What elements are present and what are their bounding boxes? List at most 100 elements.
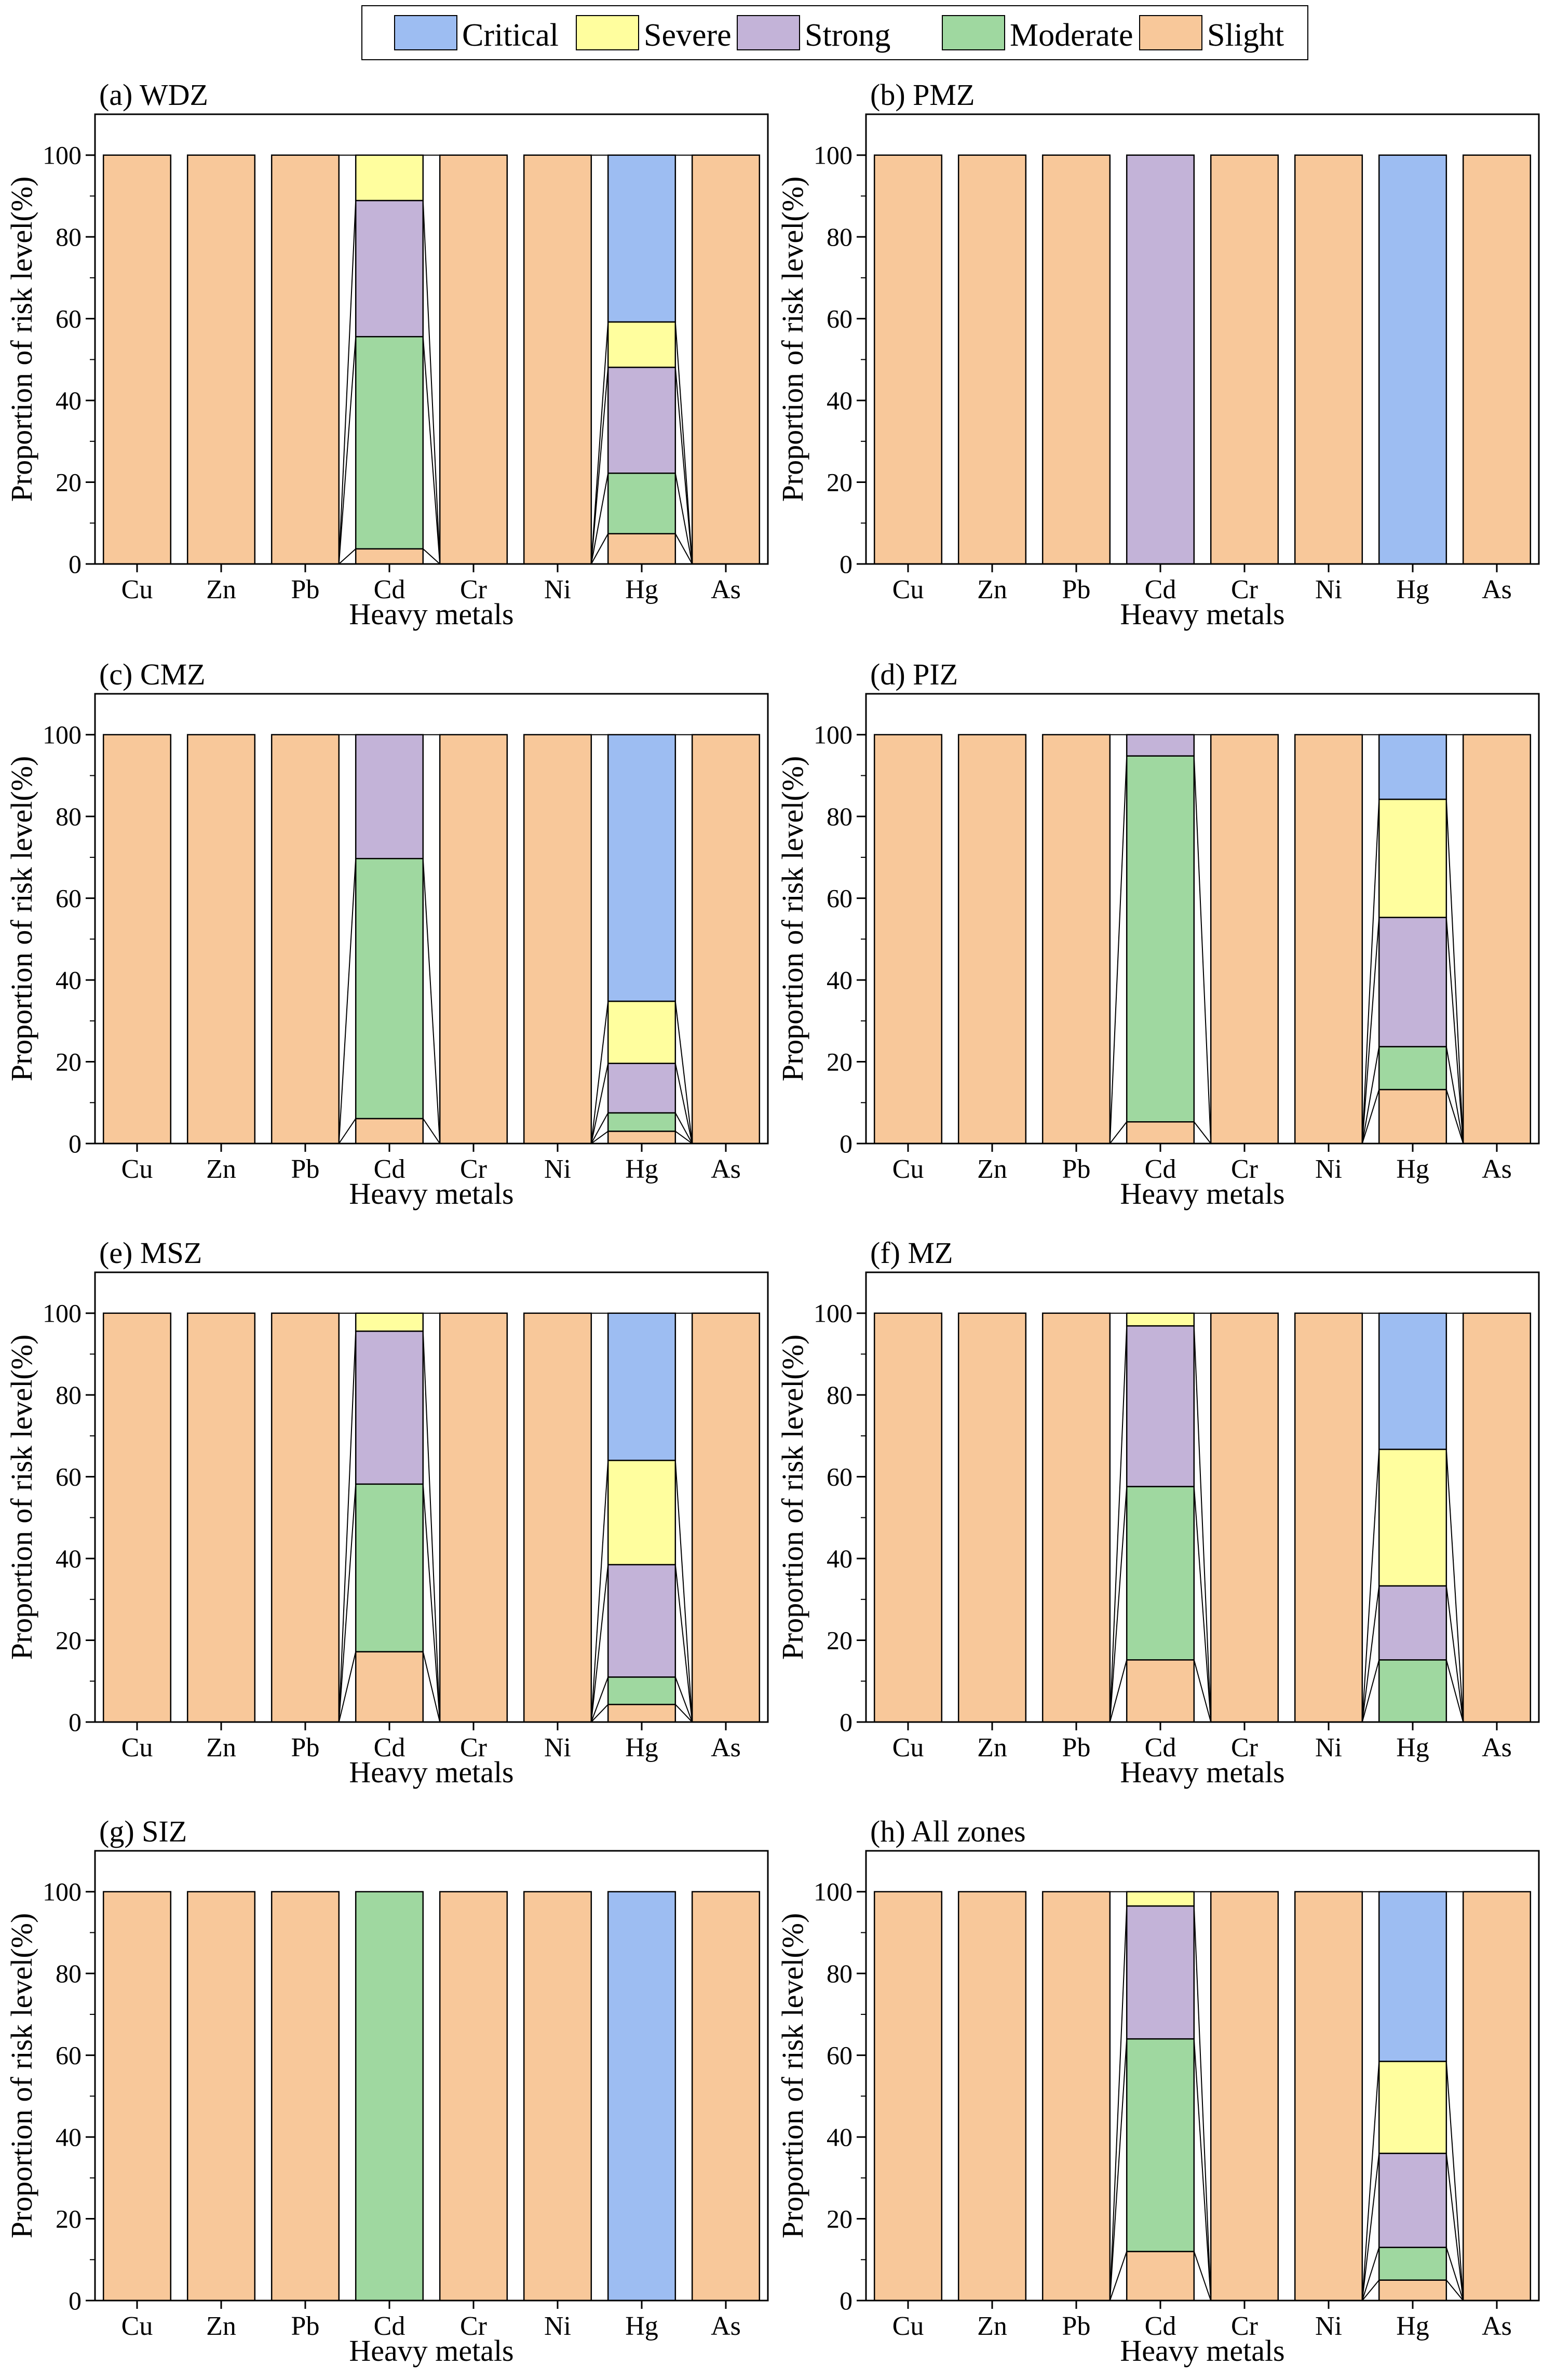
- legend-swatch-critical: [395, 16, 457, 50]
- x-tick-label-cu: Cu: [892, 2311, 924, 2341]
- y-axis-title: Proportion of risk level(%): [5, 756, 38, 1082]
- bar-hg-critical: [1379, 735, 1446, 799]
- bar-ni-slight: [1295, 155, 1362, 564]
- connector-line: [1110, 1906, 1127, 2301]
- bar-zn-slight: [958, 1313, 1026, 1722]
- bar-zn-slight: [958, 735, 1026, 1144]
- bar-hg-strong: [608, 367, 675, 473]
- connector-line: [591, 322, 608, 564]
- x-tick-label-pb: Pb: [291, 1733, 320, 1763]
- x-tick-label-as: As: [1482, 1154, 1512, 1184]
- bar-cr-slight: [1211, 735, 1278, 1144]
- y-tick-label: 60: [56, 2041, 82, 2070]
- bar-cd-slight: [356, 1652, 423, 1722]
- x-tick-label-cu: Cu: [121, 1154, 153, 1184]
- bar-zn-slight: [187, 1313, 255, 1722]
- bar-cd-moderate: [356, 1484, 423, 1652]
- x-axis-title: Heavy metals: [349, 1177, 513, 1211]
- y-tick-label: 40: [827, 1544, 853, 1573]
- y-tick-label: 100: [43, 1299, 82, 1328]
- y-tick-label: 40: [56, 386, 82, 415]
- y-tick-label: 60: [56, 1462, 82, 1491]
- x-tick-label-cu: Cu: [892, 1733, 924, 1763]
- legend-label-slight: Slight: [1207, 18, 1284, 53]
- bar-cd-severe: [356, 155, 423, 200]
- chart-panel-6: 020406080100Cu Zn Pb Cd Cr Ni Hg AsHeavy metals…: [5, 1814, 768, 2368]
- connector-line: [339, 337, 356, 564]
- panel-title: (h) All zones: [870, 1814, 1026, 1848]
- legend-label-strong: Strong: [805, 18, 890, 53]
- bar-cu-slight: [103, 155, 171, 564]
- x-tick-label-as: As: [1482, 2311, 1512, 2341]
- y-axis-title: Proportion of risk level(%): [5, 1913, 38, 2239]
- bar-hg-slight: [1379, 1090, 1446, 1144]
- y-tick-label: 60: [827, 2041, 853, 2070]
- legend-label-critical: Critical: [462, 18, 559, 53]
- bar-cd-severe: [356, 1313, 423, 1332]
- legend-label-severe: Severe: [644, 18, 732, 53]
- bar-cr-slight: [440, 1313, 507, 1722]
- y-axis-title: Proportion of risk level(%): [776, 756, 809, 1082]
- bar-as-slight: [1463, 735, 1531, 1144]
- bar-hg-critical: [608, 735, 675, 1001]
- bar-zn-slight: [958, 1892, 1026, 2301]
- x-tick-label-pb: Pb: [1062, 575, 1091, 604]
- x-tick-label-hg: Hg: [625, 2311, 658, 2341]
- x-axis-title: Heavy metals: [1120, 597, 1284, 631]
- legend-label-moderate: Moderate: [1010, 18, 1133, 53]
- chart-panel-0: 020406080100Cu Zn Pb Cd Cr Ni Hg AsHeavy metals…: [5, 78, 768, 631]
- y-tick-label: 0: [840, 2286, 853, 2315]
- legend-swatch-severe: [576, 16, 639, 50]
- x-axis-title: Heavy metals: [349, 2334, 513, 2368]
- bar-pb-slight: [272, 1313, 339, 1722]
- connector-line: [1362, 918, 1379, 1144]
- bar-cd-strong: [356, 1331, 423, 1484]
- bar-ni-slight: [1295, 735, 1362, 1144]
- bar-as-slight: [692, 1892, 760, 2301]
- connector-line: [339, 200, 356, 564]
- bar-pb-slight: [272, 155, 339, 564]
- bar-cd-severe: [1127, 1892, 1194, 1906]
- bar-hg-critical: [608, 155, 675, 322]
- bar-hg-severe: [1379, 799, 1446, 918]
- bar-cd-slight: [356, 1119, 423, 1144]
- y-tick-label: 60: [827, 884, 853, 913]
- y-axis-title: Proportion of risk level(%): [5, 177, 38, 502]
- x-tick-label-ni: Ni: [1315, 575, 1342, 604]
- y-tick-label: 100: [43, 1877, 82, 1906]
- bar-hg-severe: [608, 1001, 675, 1064]
- bar-pb-slight: [1043, 1892, 1110, 2301]
- bar-cu-slight: [103, 735, 171, 1144]
- y-tick-label: 80: [827, 1959, 853, 1988]
- bar-cr-slight: [440, 735, 507, 1144]
- connector-line: [1446, 799, 1463, 1144]
- bar-ni-slight: [524, 1892, 591, 2301]
- connector-line: [1194, 2039, 1211, 2301]
- x-tick-label-ni: Ni: [544, 1154, 571, 1184]
- bar-hg-strong: [1379, 1586, 1446, 1660]
- y-tick-label: 0: [840, 1129, 853, 1158]
- panel-title: (e) MSZ: [99, 1236, 202, 1270]
- x-tick-label-pb: Pb: [291, 1154, 320, 1184]
- y-tick-label: 20: [827, 1047, 853, 1077]
- x-tick-label-hg: Hg: [1396, 2311, 1429, 2341]
- x-tick-label-pb: Pb: [291, 2311, 320, 2341]
- y-tick-label: 80: [827, 1380, 853, 1409]
- chart-panel-7: 020406080100Cu Zn Pb Cd Cr Ni Hg AsHeavy metals…: [776, 1814, 1539, 2368]
- connector-line: [675, 1001, 692, 1144]
- connector-line: [423, 549, 440, 564]
- bar-ni-slight: [524, 735, 591, 1144]
- chart-panel-4: 020406080100Cu Zn Pb Cd Cr Ni Hg AsHeavy metals…: [5, 1236, 768, 1789]
- x-tick-label-zn: Zn: [206, 1154, 236, 1184]
- y-tick-label: 80: [56, 802, 82, 831]
- connector-line: [1446, 1660, 1463, 1722]
- connector-line: [1194, 1122, 1211, 1144]
- y-tick-label: 60: [827, 1462, 853, 1491]
- y-tick-label: 80: [56, 1380, 82, 1409]
- connector-line: [1362, 1449, 1379, 1722]
- bar-pb-slight: [272, 1892, 339, 2301]
- bar-zn-slight: [187, 735, 255, 1144]
- y-tick-label: 100: [814, 720, 853, 749]
- x-tick-label-ni: Ni: [1315, 2311, 1342, 2341]
- y-tick-label: 0: [840, 549, 853, 579]
